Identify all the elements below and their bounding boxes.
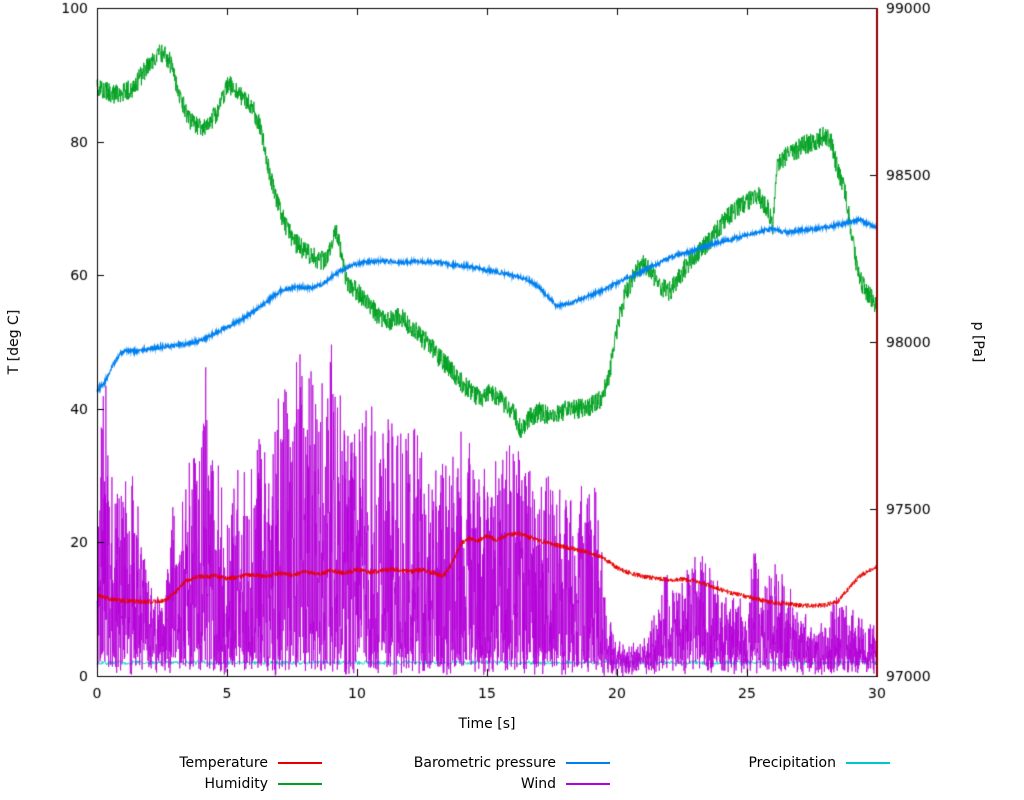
y-axis-title-left: T [deg C]	[6, 309, 22, 375]
legend-label-precipitation: Precipitation	[748, 755, 836, 771]
legend-label-humidity: Humidity	[204, 776, 268, 792]
legend-label-barometric-pressure: Barometric pressure	[413, 755, 556, 771]
legend-label-temperature: Temperature	[179, 755, 268, 771]
x-axis-title: Time [s]	[458, 716, 516, 732]
legend-line-barometric-pressure	[566, 762, 610, 764]
legend-line-temperature	[278, 762, 322, 764]
legend-line-wind	[566, 783, 610, 785]
legend-line-humidity	[278, 783, 322, 785]
y-axis-title-right: p [Pa]	[970, 321, 986, 363]
legend-item-humidity: Humidity	[48, 774, 322, 794]
legend-item-temperature: Temperature	[48, 753, 322, 773]
legend-item-barometric-pressure: Barometric pressure	[336, 753, 610, 773]
legend-item-wind: Wind	[336, 774, 610, 794]
legend-line-precipitation	[846, 762, 890, 764]
legend-item-precipitation: Precipitation	[616, 753, 890, 773]
legend-label-wind: Wind	[520, 776, 556, 792]
